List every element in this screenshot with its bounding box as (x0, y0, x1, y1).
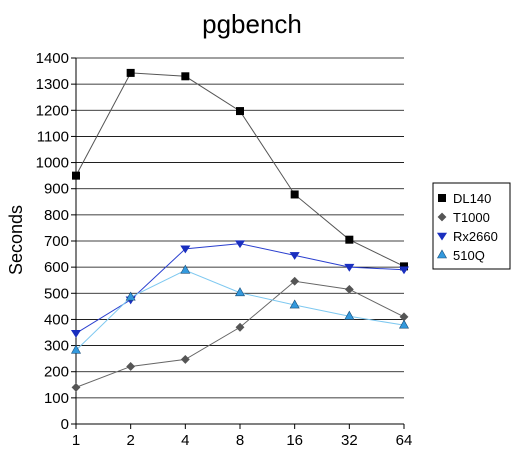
y-tick-label: 1000 (36, 155, 69, 172)
legend-item: T1000 (437, 210, 490, 225)
x-tick-label: 4 (181, 432, 189, 449)
legend-marker (436, 232, 448, 241)
y-axis-label: Seconds (6, 205, 26, 275)
x-tick-label: 8 (236, 432, 244, 449)
axes (71, 57, 405, 429)
data-point (289, 252, 300, 260)
data-point (289, 299, 300, 309)
data-point (344, 263, 355, 272)
legend: DL140 T1000 Rx2660 510Q (432, 182, 511, 270)
series-dl140 (72, 68, 408, 271)
legend-item: 510Q (436, 248, 485, 263)
data-point (345, 235, 354, 244)
data-point (344, 284, 354, 294)
x-tick-label: 2 (126, 432, 134, 449)
x-tick-label: 16 (286, 432, 303, 449)
y-tick-label: 100 (44, 390, 69, 407)
data-point (398, 319, 410, 329)
x-tick-label: 32 (341, 432, 358, 449)
data-point (180, 264, 191, 274)
data-point (72, 171, 80, 180)
legend-label: DL140 (453, 191, 491, 206)
y-tick-label: 0 (61, 416, 69, 433)
y-tick-labels: 0 100 200 300 400 500 600 700 800 900 1000 1100 1200… (36, 50, 69, 433)
data-point (125, 291, 136, 301)
legend-marker (436, 249, 448, 259)
legend-item: DL140 (438, 191, 491, 206)
data-point (126, 68, 135, 77)
y-tick-label: 1200 (36, 102, 69, 119)
x-tick-labels: 1 2 4 8 16 32 64 (72, 432, 413, 449)
y-tick-label: 200 (44, 364, 69, 381)
data-point (180, 355, 190, 364)
legend-label: Rx2660 (453, 229, 498, 244)
y-tick-label: 900 (44, 181, 69, 198)
series-line (75, 269, 405, 351)
legend-marker (437, 212, 447, 222)
data-point (234, 287, 246, 297)
data-point (398, 266, 410, 275)
data-point (70, 329, 82, 338)
data-point (290, 276, 300, 286)
y-tick-label: 400 (44, 311, 69, 328)
data-point (70, 344, 82, 354)
legend-marker (438, 194, 446, 202)
data-point (234, 240, 246, 249)
series-group (70, 68, 410, 392)
y-tick-label: 300 (44, 338, 69, 355)
x-tick-label: 64 (396, 432, 413, 449)
data-point (180, 245, 191, 254)
data-point (236, 107, 244, 116)
y-tick-label: 500 (44, 285, 69, 302)
legend-label: 510Q (453, 248, 485, 263)
y-tick-label: 600 (44, 259, 69, 276)
y-tick-label: 700 (44, 233, 69, 250)
x-tick-label: 1 (72, 432, 80, 449)
series-t1000 (71, 276, 409, 392)
data-point (235, 322, 245, 332)
data-point (181, 72, 190, 81)
chart-title: pgbench (202, 9, 302, 39)
data-point (400, 262, 408, 271)
data-point (290, 190, 299, 199)
legend-label: T1000 (453, 210, 490, 225)
y-tick-label: 1400 (36, 50, 69, 67)
data-point (71, 382, 81, 392)
y-tick-label: 1300 (36, 76, 69, 93)
series-line (75, 72, 405, 267)
y-tick-label: 800 (44, 207, 69, 224)
data-point (344, 310, 355, 320)
y-tick-label: 1100 (37, 128, 69, 145)
data-point (126, 362, 136, 371)
legend-item: Rx2660 (436, 229, 498, 244)
series-510q (70, 264, 410, 354)
